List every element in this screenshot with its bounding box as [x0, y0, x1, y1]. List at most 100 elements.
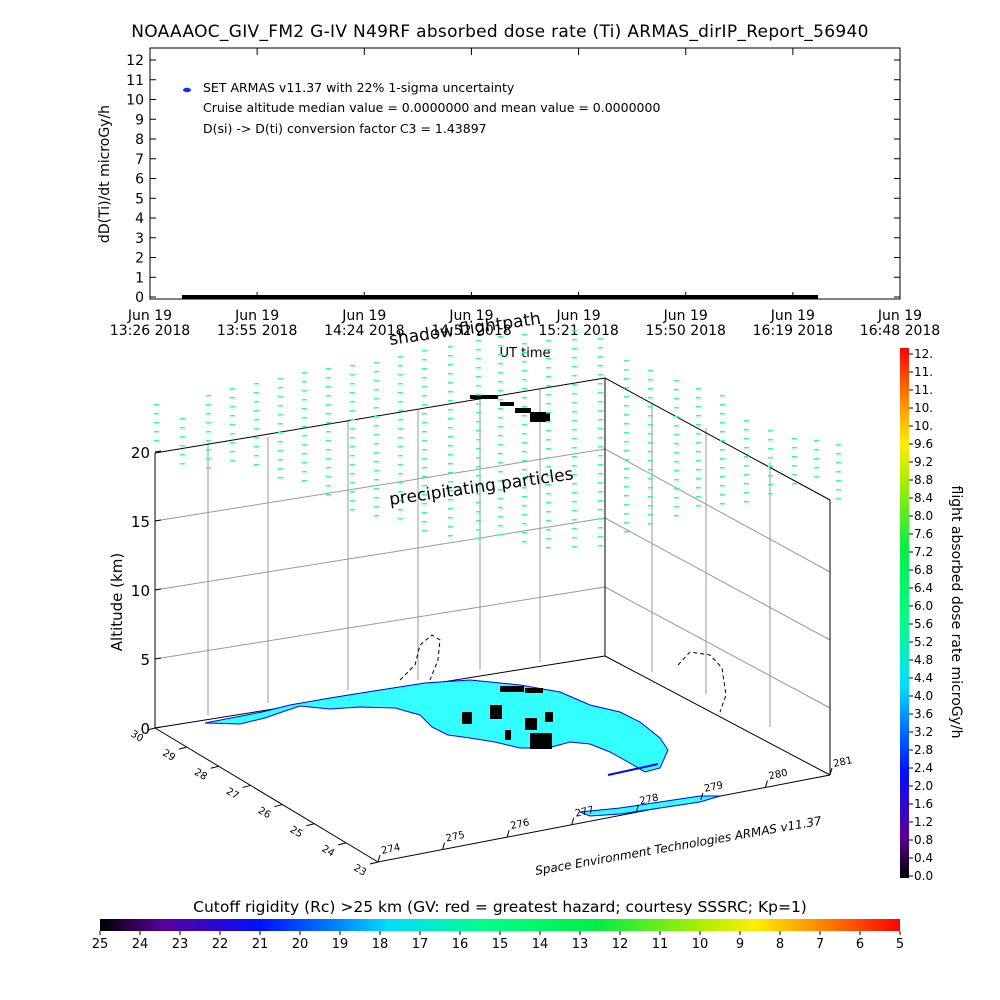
particle-marker: [422, 431, 427, 433]
particle-marker: [648, 469, 653, 471]
particle-marker: [768, 475, 773, 477]
particle-marker: [326, 386, 331, 388]
particle-marker: [374, 389, 379, 391]
rigidity-tick-label: 24: [132, 937, 149, 952]
rigidity-tick-label: 5: [896, 937, 904, 952]
particle-marker: [476, 349, 481, 351]
particle-marker: [498, 435, 503, 437]
particle-marker: [744, 501, 749, 503]
particle-marker: [598, 446, 603, 448]
x-tick-date: Jun 19: [877, 308, 922, 324]
particle-marker: [448, 535, 453, 537]
particle-marker: [422, 404, 427, 406]
particle-marker: [768, 466, 773, 468]
particle-marker: [206, 422, 211, 424]
particle-marker: [374, 425, 379, 427]
particle-marker: [522, 379, 527, 381]
particle-marker: [398, 419, 403, 421]
particle-marker: [302, 426, 307, 428]
particle-marker: [422, 413, 427, 415]
particle-marker: [498, 345, 503, 347]
particle-marker: [598, 545, 603, 547]
lat-tick: [242, 784, 251, 788]
y-axis-label: dD(Ti)/dt microGy/h: [97, 105, 113, 243]
particle-marker: [278, 405, 283, 407]
particle-marker: [572, 528, 577, 530]
particle-marker: [674, 506, 679, 508]
particle-marker: [598, 437, 603, 439]
particle-marker: [598, 374, 603, 376]
particle-marker: [398, 455, 403, 457]
particle-marker: [522, 496, 527, 498]
particle-marker: [498, 426, 503, 428]
particle-marker: [836, 453, 841, 455]
x-tick-time: 14:24 2018: [324, 323, 404, 339]
particle-marker: [624, 495, 629, 497]
particle-marker: [696, 451, 701, 453]
particle-marker: [546, 430, 551, 432]
particle-marker: [546, 394, 551, 396]
lon-tick: [571, 817, 575, 825]
particle-marker: [302, 408, 307, 410]
particle-marker: [624, 369, 629, 371]
particle-marker: [448, 481, 453, 483]
rigidity-ticks: 25 24 23 22 21 20 19 18 17 16 15 14 13 12 11 10 9 8 7 6 5: [92, 931, 904, 952]
lon-tick-label: 281: [832, 755, 853, 770]
particle-marker: [546, 376, 551, 378]
particle-marker: [254, 455, 259, 457]
particle-marker: [326, 368, 331, 370]
particle-marker: [572, 411, 577, 413]
particle-marker: [476, 367, 481, 369]
particle-marker: [422, 359, 427, 361]
particle-marker: [498, 534, 503, 536]
particle-marker: [720, 476, 725, 478]
particle-marker: [674, 479, 679, 481]
x-tick-time: 14:52 2018: [431, 323, 511, 339]
particle-marker: [696, 424, 701, 426]
particle-marker: [546, 412, 551, 414]
particle-marker: [648, 496, 653, 498]
particle-marker: [648, 370, 653, 372]
y-tick-label: 3: [135, 231, 144, 247]
z-tick-label: 20: [131, 444, 150, 462]
colorbar-tick-label: 8.0: [914, 509, 933, 523]
lon-tick-label: 280: [768, 768, 789, 783]
particle-marker: [546, 466, 551, 468]
particle-marker: [230, 397, 235, 399]
particle-marker: [230, 451, 235, 453]
particle-marker: [374, 371, 379, 373]
legend-series: SET ARMAS v11.37 with 22% 1-sigma uncert…: [203, 80, 515, 95]
x-tick-time: 15:21 2018: [538, 323, 618, 339]
particle-marker: [206, 449, 211, 451]
particle-marker: [546, 358, 551, 360]
particle-marker: [624, 531, 629, 533]
lat-tick: [146, 727, 156, 731]
particle-marker: [422, 485, 427, 487]
particle-marker: [768, 439, 773, 441]
particle-marker: [720, 413, 725, 415]
annotation-conversion: D(si) -> D(ti) conversion factor C3 = 1.…: [203, 121, 487, 136]
colorbar-tick-label: 2.4: [914, 761, 933, 775]
particle-marker: [448, 463, 453, 465]
particle-marker: [624, 414, 629, 416]
particle-marker: [448, 445, 453, 447]
particle-marker: [498, 372, 503, 374]
particle-marker: [624, 378, 629, 380]
particle-marker: [350, 365, 355, 367]
particle-marker: [476, 448, 481, 450]
particle-marker: [720, 440, 725, 442]
particle-marker: [476, 538, 481, 540]
particle-marker: [374, 380, 379, 382]
particle-marker: [350, 509, 355, 511]
particle-marker: [302, 417, 307, 419]
particle-marker: [254, 437, 259, 439]
particle-marker: [374, 488, 379, 490]
x-tick-date: Jun 19: [234, 308, 279, 324]
particle-marker: [350, 401, 355, 403]
particle-marker: [836, 489, 841, 491]
particle-marker: [278, 378, 283, 380]
particle-marker: [326, 377, 331, 379]
